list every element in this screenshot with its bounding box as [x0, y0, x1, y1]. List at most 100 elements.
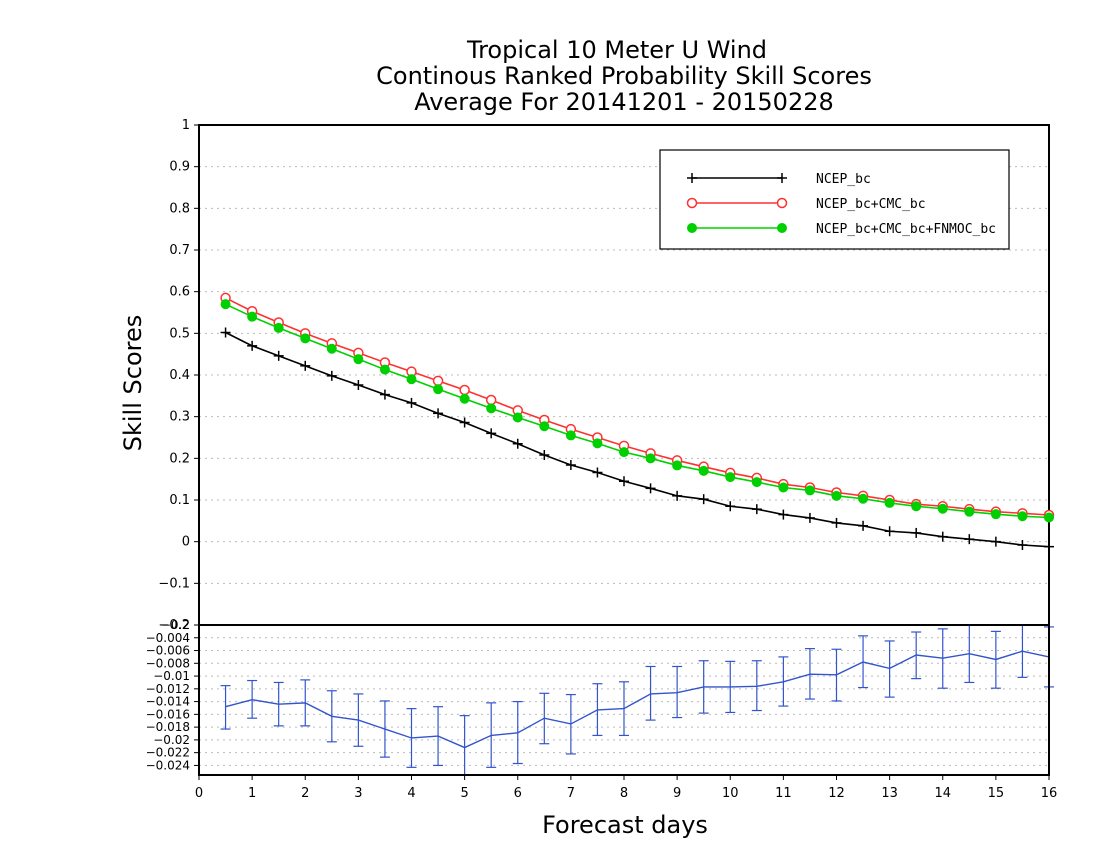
series-3-point [804, 485, 815, 496]
legend-label-3: NCEP_bc+CMC_bc+FNMOC_bc [816, 222, 996, 237]
legend-label-2: NCEP_bc+CMC_bc [816, 197, 926, 212]
main-y-tick-label: 1 [182, 118, 190, 133]
legend-label-1: NCEP_bc [816, 172, 871, 187]
series-3-point [486, 403, 497, 414]
legend-box [659, 149, 1010, 250]
chart-title-line-3: Average For 20141201 - 20150228 [414, 88, 834, 116]
series-3-point [751, 477, 762, 488]
main-y-tick-label: 0.8 [169, 201, 190, 216]
series-3-point [778, 482, 789, 493]
series-1-point [247, 340, 258, 351]
series-3-point [645, 453, 656, 464]
series-1-point [778, 509, 789, 520]
main-y-tick-label: 0.4 [169, 368, 190, 383]
series-1-point [459, 417, 470, 428]
error-bar [459, 715, 470, 775]
series-1-point [698, 494, 709, 505]
legend-marker [777, 223, 787, 233]
series-1-point [300, 360, 311, 371]
diff-y-tick-label: −0.014 [146, 695, 190, 709]
x-tick-label: 4 [407, 786, 415, 801]
series-3-point [831, 490, 842, 501]
series-3-point [858, 493, 869, 504]
series-2-point [485, 394, 497, 406]
series-1-point [831, 517, 842, 528]
main-y-tick-label: 0.6 [169, 285, 190, 300]
series-1-point [645, 483, 656, 494]
legend-marker [776, 197, 788, 209]
series-1-point [565, 460, 576, 470]
main-y-tick-label: 0.1 [169, 493, 190, 508]
series-3-point [406, 374, 417, 385]
y-axis-title: Skill Scores [119, 315, 147, 452]
main-plot-panel: −0.2 −0.1 0 0.1 0.2 0.3 0.4 0.5 0.6 0.7 0.8 0.9 1 [158, 118, 1055, 633]
main-y-tick-label: −0.2 [158, 618, 190, 633]
main-y-tick-label: 0.7 [169, 243, 190, 258]
main-y-tick-label: 0 [182, 535, 190, 550]
main-y-tick-label: −0.1 [158, 576, 190, 591]
x-tick-label: 0 [195, 786, 203, 801]
series-3-point [326, 343, 337, 354]
x-tick-label: 13 [881, 786, 898, 801]
series-1-point [1044, 541, 1054, 552]
series-1-point [884, 526, 895, 537]
series-1-point [990, 536, 1001, 547]
series-1-point [486, 428, 497, 439]
series-1-point [725, 501, 736, 512]
x-tick-label: 9 [673, 786, 681, 801]
x-tick-label: 1 [248, 786, 256, 801]
main-y-tick-label: 0.9 [169, 160, 190, 175]
series-3-point [698, 465, 709, 476]
x-tick-label: 15 [988, 786, 1005, 801]
series-3-point [964, 506, 975, 517]
series-3-point [433, 384, 444, 395]
x-tick-label: 11 [775, 786, 792, 801]
legend-marker [687, 223, 697, 233]
series-1-point [353, 380, 364, 390]
series-3-point [1044, 512, 1054, 523]
series-3-point [911, 501, 922, 512]
legend-marker [686, 197, 698, 209]
x-tick-label: 7 [567, 786, 575, 801]
diff-y-tick-label: −0.022 [146, 746, 190, 760]
chart-title-line-1: Tropical 10 Meter U Wind [466, 36, 767, 64]
series-3-point [459, 393, 470, 404]
series-3-point [300, 333, 311, 344]
series-1-point [672, 490, 683, 501]
diff-y-tick-label: −0.008 [146, 656, 190, 670]
diff-y-tick-label: −0.02 [153, 733, 190, 747]
legend: NCEP_bc NCEP_bc+CMC_bc NCEP_bc+CMC_bc+FNMO… [659, 149, 1010, 250]
x-tick-label: 6 [514, 786, 522, 801]
series-1-point [1017, 540, 1028, 550]
diff-y-tick-label: −0.006 [146, 644, 190, 658]
series-line-2 [225, 297, 1050, 516]
series-1-point [804, 512, 815, 523]
series-3-point [937, 503, 948, 514]
series-3-point [565, 430, 576, 441]
series-1-point [326, 370, 337, 381]
series-1-point [539, 450, 550, 460]
series-3-point [220, 299, 231, 310]
x-tick-label: 10 [722, 786, 739, 801]
x-tick-label: 3 [354, 786, 362, 801]
diff-y-tick-label: −0.012 [146, 682, 190, 696]
diff-y-tick-label: −0.004 [146, 631, 190, 645]
x-tick-label: 2 [301, 786, 309, 801]
series-3-point [353, 354, 364, 365]
series-1-point [911, 527, 922, 538]
series-1-point [273, 350, 284, 361]
main-y-tick-label: 0.2 [169, 451, 190, 466]
series-2-point [432, 375, 444, 387]
series-3-point [619, 447, 629, 458]
main-y-tick-label: 0.3 [169, 410, 190, 425]
difference-plot-panel: −0.024−0.022−0.02−0.018−0.016−0.014−0.01… [146, 618, 1058, 801]
diff-y-tick-label: −0.01 [153, 669, 190, 683]
chart-title-line-2: Continous Ranked Probability Skill Score… [376, 62, 872, 90]
series-3-point [1017, 511, 1028, 522]
series-1-point [964, 534, 975, 545]
x-tick-label: 16 [1041, 786, 1058, 801]
difference-line [225, 650, 1050, 749]
diff-y-tick-label: −0.024 [146, 758, 190, 772]
x-tick-label: 12 [828, 786, 845, 801]
